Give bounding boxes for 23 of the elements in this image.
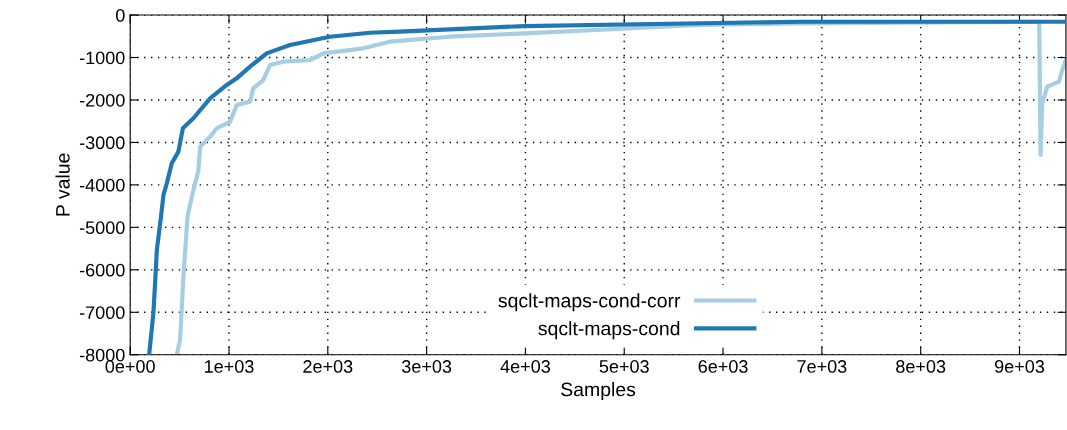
x-tick-label: 8e+03 [896, 360, 946, 373]
x-tick-label: 7e+03 [797, 360, 847, 373]
y-tick-label: -1000 [79, 51, 125, 65]
y-axis-title: P value [55, 153, 70, 216]
y-tick-label: -5000 [79, 221, 125, 235]
x-tick-label: 5e+03 [599, 360, 649, 373]
x-tick-label: 3e+03 [401, 360, 452, 373]
y-tick-label: -8000 [79, 348, 125, 362]
y-tick-label: -3000 [79, 136, 125, 150]
y-tick-label: -7000 [79, 306, 125, 320]
legend-label: sqclt-maps-cond [538, 321, 680, 340]
x-tick-label: 0e+00 [105, 360, 155, 373]
x-tick-label: 2e+03 [303, 360, 353, 373]
x-tick-label: 1e+03 [205, 360, 254, 373]
legend-label: sqclt-maps-cond-corr [498, 293, 681, 312]
y-tick-label: -2000 [79, 93, 125, 107]
y-tick-label: 0 [115, 8, 125, 22]
x-tick-label: 4e+03 [500, 360, 550, 373]
y-tick-label: -6000 [79, 263, 125, 277]
y-tick-label: -4000 [79, 178, 125, 192]
x-axis-title: Samples [561, 382, 636, 401]
x-tick-label: 9e+03 [994, 360, 1045, 373]
x-tick-label: 6e+03 [698, 360, 748, 373]
